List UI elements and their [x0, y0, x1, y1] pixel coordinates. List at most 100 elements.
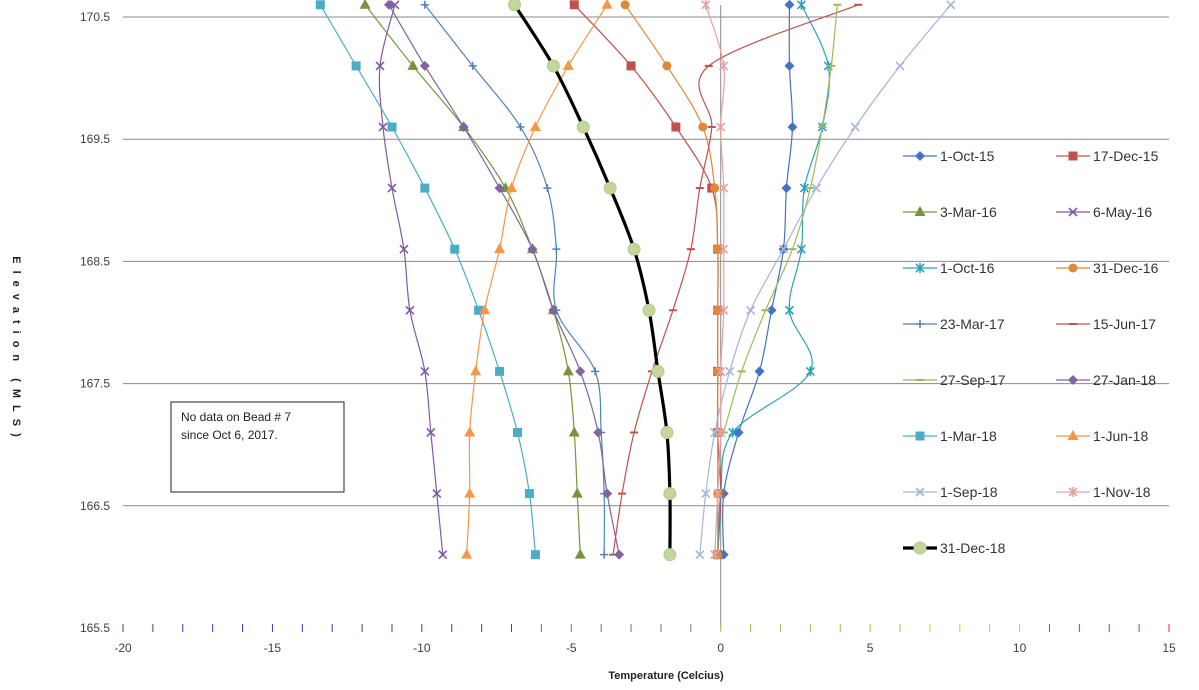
series-6-may-16-point	[420, 366, 430, 376]
series-6-may-16-point	[375, 61, 385, 71]
series-1-oct-16-point	[805, 366, 815, 377]
series-3-mar-16-point	[568, 426, 580, 437]
legend-item-1-mar-18: 1-Mar-18	[903, 428, 997, 444]
series-27-jan-18-point	[548, 305, 559, 316]
series-1-oct-16-point	[784, 305, 795, 316]
series-1-sep-18-point	[778, 244, 789, 254]
series-3-mar-16	[359, 0, 586, 559]
series-6-may-16-point	[378, 122, 388, 132]
series-31-dec-16-point	[620, 0, 630, 10]
series-1-mar-18-point	[474, 305, 484, 315]
series-1-mar-18-point	[512, 427, 522, 437]
series-line-31-dec-18	[512, 3, 672, 557]
legend-swatch-point	[913, 541, 927, 555]
series-1-nov-18-point	[716, 366, 726, 377]
series-1-mar-18-point	[420, 183, 430, 193]
series-31-dec-18-point	[651, 364, 665, 378]
x-tick-label: 0	[717, 641, 724, 655]
series-line-31-dec-16	[624, 4, 719, 556]
series-1-oct-15	[718, 0, 798, 560]
legend-item-31-dec-16: 31-Dec-16	[1056, 260, 1159, 276]
series-line-1-oct-16	[717, 4, 831, 556]
series-31-dec-18-point	[663, 548, 677, 562]
series-1-nov-18-point	[710, 549, 720, 560]
series-1-sep-18-point	[746, 305, 756, 315]
legend-item-1-nov-18: 1-Nov-18	[1056, 484, 1151, 500]
series-line-1-sep-18	[699, 4, 952, 556]
legend-item-1-sep-18: 1-Sep-18	[903, 484, 998, 500]
series-1-oct-15-point	[787, 121, 798, 132]
series-31-dec-18-point	[546, 59, 560, 73]
series-1-jun-18-point	[461, 548, 473, 559]
series-1-nov-18-point	[716, 427, 726, 438]
legend-item-27-jan-18: 27-Jan-18	[1056, 372, 1156, 388]
series-1-jun-18-point	[464, 487, 476, 498]
series-1-mar-18-point	[450, 244, 460, 254]
y-tick-label: 168.5	[80, 254, 110, 268]
series-6-may-16-point	[390, 0, 400, 10]
legend-swatch-point	[1068, 207, 1078, 217]
series-6-may-16-point	[405, 305, 415, 315]
legend-label: 6-May-16	[1093, 204, 1152, 220]
legend-swatch-point	[916, 320, 924, 328]
series-3-mar-16-point	[562, 365, 574, 376]
legend-item-31-dec-18: 31-Dec-18	[903, 540, 1006, 556]
legend-swatch-point	[1068, 151, 1078, 161]
legend-label: 3-Mar-16	[940, 204, 997, 220]
series-1-jun-18-point	[464, 426, 476, 437]
series-27-jan-18-point	[383, 0, 394, 10]
series-line-15-jun-17	[612, 4, 859, 556]
series-6-may-16-point	[399, 244, 409, 254]
series-1-sep-18-point	[701, 489, 711, 499]
series-31-dec-18-point	[660, 425, 674, 439]
series-1-sep-18-point	[811, 183, 821, 193]
y-tick-label: 170.5	[80, 10, 110, 24]
note-text-line: No data on Bead # 7	[181, 410, 291, 424]
series-1-mar-18-point	[530, 550, 540, 560]
y-tick-label: 167.5	[80, 377, 110, 391]
series-1-mar-18-point	[315, 0, 325, 10]
series-1-nov-18-point	[701, 0, 711, 10]
series-1-nov-18-point	[713, 488, 723, 499]
series-1-nov-18-point	[719, 244, 729, 255]
x-tick-label: -15	[264, 641, 282, 655]
series-1-oct-15-point	[754, 366, 765, 377]
legend-item-6-may-16: 6-May-16	[1056, 204, 1152, 220]
series-1-mar-18-point	[351, 61, 361, 71]
legend-swatch-point	[914, 206, 926, 216]
series-27-sep-17	[719, 3, 842, 434]
series-1-oct-15-point	[781, 183, 792, 194]
series-1-sep-18-point	[895, 61, 905, 71]
series-1-oct-16-point	[799, 183, 809, 194]
series-23-mar-17-point	[468, 61, 477, 70]
legend-label: 1-Jun-18	[1093, 428, 1148, 444]
series-23-mar-17-point	[552, 245, 561, 254]
legend-label: 1-Nov-18	[1093, 484, 1151, 500]
series-1-oct-15-point	[766, 305, 777, 316]
legend-label: 1-Mar-18	[940, 428, 997, 444]
legend-label: 31-Dec-16	[1093, 260, 1159, 276]
x-axis-title: Temperature (Celcius)	[608, 670, 724, 682]
series-31-dec-18-point	[642, 303, 656, 317]
series-1-oct-16	[713, 0, 833, 560]
series-31-dec-18-point	[627, 242, 641, 256]
series-1-mar-18-point	[387, 122, 397, 132]
series-1-jun-18-point	[506, 182, 518, 193]
series-31-dec-16-point	[713, 305, 723, 315]
series-17-dec-15-point	[569, 0, 579, 10]
y-tick-label: 169.5	[80, 132, 110, 146]
series-6-may-16-point	[426, 427, 436, 438]
legend-swatch-point	[1068, 263, 1078, 273]
legend-item-1-oct-15: 1-Oct-15	[903, 148, 995, 164]
series-layer	[315, 0, 956, 562]
series-line-23-mar-17	[424, 4, 605, 556]
legend: 1-Oct-15 17-Dec-15 3-Mar-16 6-May-16 1-Oct-1…	[903, 148, 1159, 556]
legend-label: 23-Mar-17	[940, 316, 1005, 332]
x-tick-label: -5	[566, 641, 577, 655]
x-tick-label: 10	[1013, 641, 1027, 655]
series-17-dec-15-point	[671, 122, 681, 132]
series-27-jan-18-point	[575, 366, 586, 377]
series-1-mar-18-point	[524, 489, 534, 499]
